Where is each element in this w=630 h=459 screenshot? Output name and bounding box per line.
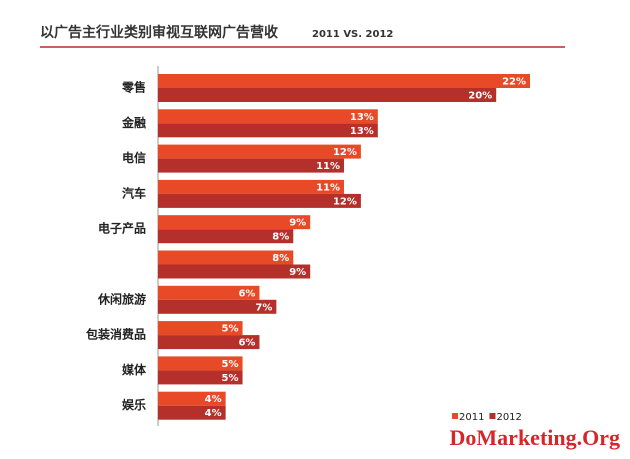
bar <box>158 391 226 406</box>
bar <box>158 356 243 371</box>
bar <box>158 144 361 159</box>
bar <box>158 123 378 138</box>
legend-label: 2012 <box>496 412 521 423</box>
chart-title: 以广告主行业类别审视互联网广告营收 <box>40 24 279 41</box>
value-label: 5% <box>222 373 239 384</box>
category-label: 休闲旅游 <box>97 291 146 306</box>
bar <box>158 229 294 244</box>
legend-swatch <box>452 413 458 419</box>
bar <box>158 335 260 350</box>
bar <box>158 215 311 230</box>
bar <box>158 88 497 102</box>
value-label: 11% <box>316 182 340 193</box>
value-label: 4% <box>205 394 222 405</box>
bar <box>158 193 361 208</box>
chart-subtitle: 2011 VS. 2012 <box>312 29 393 40</box>
category-label: 电信 <box>122 150 146 165</box>
category-label: 电子产品 <box>98 221 146 236</box>
category-label: 汽车 <box>122 185 146 200</box>
value-label: 20% <box>468 91 492 102</box>
bar <box>158 285 260 300</box>
category-label: 娱乐 <box>122 397 146 412</box>
value-label: 8% <box>272 232 289 243</box>
value-label: 4% <box>205 408 222 419</box>
bar <box>158 299 277 314</box>
bar <box>158 158 344 173</box>
value-label: 7% <box>255 302 272 313</box>
category-label: 包装消费品 <box>85 327 146 342</box>
category-label: 零售 <box>121 80 146 95</box>
value-label: 5% <box>222 359 239 370</box>
value-label: 22% <box>502 77 526 88</box>
bar <box>158 109 378 124</box>
legend-label: 2011 <box>459 412 484 423</box>
value-label: 13% <box>350 112 374 123</box>
value-label: 6% <box>238 288 255 299</box>
bar <box>158 74 530 88</box>
value-label: 8% <box>272 253 289 264</box>
bar <box>158 179 344 194</box>
legend-swatch <box>489 413 496 419</box>
value-label: 9% <box>289 267 306 278</box>
category-label: 金融 <box>121 115 146 130</box>
value-label: 11% <box>316 161 340 172</box>
value-label: 9% <box>289 218 306 229</box>
bar <box>158 264 311 279</box>
value-label: 13% <box>350 126 374 137</box>
bar <box>158 405 226 420</box>
watermark: DoMarketing.Org <box>450 425 620 450</box>
value-label: 6% <box>238 338 255 349</box>
bar <box>158 250 294 265</box>
value-label: 12% <box>333 196 357 207</box>
value-label: 5% <box>222 324 239 335</box>
value-label: 12% <box>333 147 357 158</box>
bar <box>158 370 243 385</box>
bar <box>158 321 243 336</box>
category-label: 媒体 <box>122 362 147 377</box>
